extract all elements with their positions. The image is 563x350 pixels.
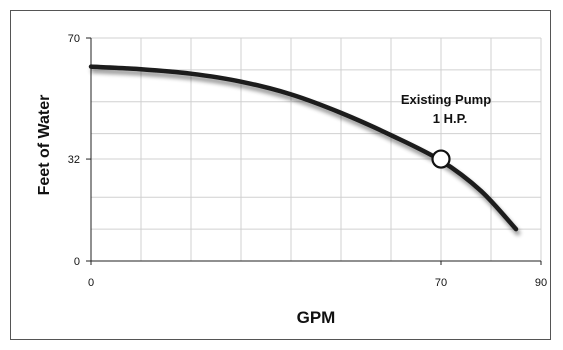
- y-tick-label: 70: [68, 33, 80, 45]
- x-tick-label: 70: [435, 277, 447, 289]
- tick-labels: 0 32 70 0 70 90: [68, 33, 547, 289]
- pump-curve-line: [88, 64, 519, 232]
- series-group: [88, 64, 519, 232]
- y-tick-label: 32: [68, 154, 80, 166]
- x-tick-label: 0: [88, 277, 94, 289]
- x-tick-label: 90: [535, 277, 547, 289]
- pump-annotation-line1: Existing Pump: [401, 92, 491, 107]
- x-axis-label: GPM: [297, 308, 336, 327]
- pump-annotation-line2: 1 H.P.: [433, 111, 467, 126]
- axes: [86, 37, 542, 265]
- operating-point-guides: [92, 157, 443, 261]
- operating-point-marker: [431, 149, 451, 169]
- y-tick-label: 0: [74, 256, 80, 268]
- y-axis-label: Feet of Water: [36, 95, 53, 196]
